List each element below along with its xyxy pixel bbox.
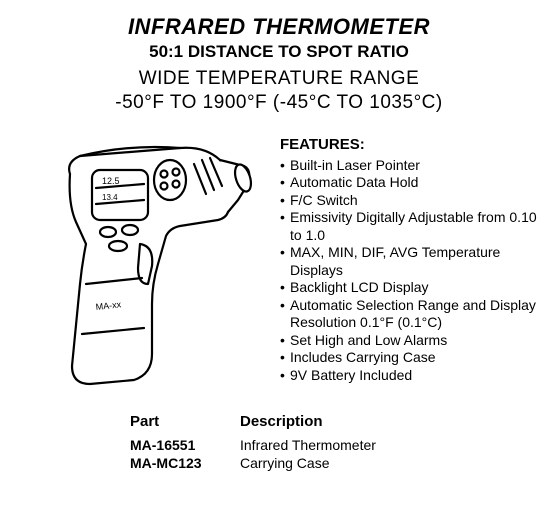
feature-item: • Automatic Data Hold <box>280 174 538 192</box>
feature-text: Built-in Laser Pointer <box>290 157 420 175</box>
col-header-part: Part <box>130 413 240 430</box>
parts-row: MA-MC123Carrying Case <box>130 454 538 472</box>
part-number: MA-MC123 <box>130 454 240 472</box>
feature-item: • Automatic Selection Range and Display … <box>280 297 538 332</box>
feature-item: • Emissivity Digitally Adjustable from 0… <box>280 209 538 244</box>
part-description: Infrared Thermometer <box>240 436 460 454</box>
features-section: FEATURES: • Built-in Laser Pointer• Auto… <box>270 128 538 399</box>
bullet-icon: • <box>280 157 290 175</box>
feature-text: 9V Battery Included <box>290 367 412 385</box>
temp-range-values: -50°F TO 1900°F (-45°C TO 1035°C) <box>20 92 538 114</box>
product-illustration: 12.5 13.4 MA-xx <box>20 128 270 399</box>
bullet-icon: • <box>280 209 290 244</box>
feature-text: F/C Switch <box>290 192 358 210</box>
bullet-icon: • <box>280 244 290 279</box>
distance-spot-ratio: 50:1 DISTANCE TO SPOT RATIO <box>20 42 538 62</box>
feature-text: Includes Carrying Case <box>290 349 436 367</box>
svg-text:12.5: 12.5 <box>102 176 120 186</box>
feature-text: Emissivity Digitally Adjustable from 0.1… <box>290 209 538 244</box>
svg-text:13.4: 13.4 <box>102 193 118 202</box>
content-row: 12.5 13.4 MA-xx <box>20 128 538 399</box>
feature-item: • Built-in Laser Pointer <box>280 157 538 175</box>
feature-item: • Backlight LCD Display <box>280 279 538 297</box>
parts-table: Part Description MA-16551Infrared Thermo… <box>130 413 538 472</box>
thermometer-lineart-icon: 12.5 13.4 MA-xx <box>30 134 260 394</box>
feature-item: • 9V Battery Included <box>280 367 538 385</box>
bullet-icon: • <box>280 349 290 367</box>
features-heading: FEATURES: <box>280 136 538 155</box>
bullet-icon: • <box>280 174 290 192</box>
feature-item: • Includes Carrying Case <box>280 349 538 367</box>
feature-text: Automatic Selection Range and Display Re… <box>290 297 538 332</box>
feature-text: MAX, MIN, DIF, AVG Temperature Displays <box>290 244 538 279</box>
bullet-icon: • <box>280 332 290 350</box>
feature-text: Backlight LCD Display <box>290 279 429 297</box>
parts-table-body: MA-16551Infrared ThermometerMA-MC123Carr… <box>130 436 538 472</box>
part-description: Carrying Case <box>240 454 460 472</box>
bullet-icon: • <box>280 192 290 210</box>
feature-text: Automatic Data Hold <box>290 174 418 192</box>
features-list: • Built-in Laser Pointer• Automatic Data… <box>280 157 538 385</box>
feature-item: • F/C Switch <box>280 192 538 210</box>
bullet-icon: • <box>280 279 290 297</box>
feature-item: • MAX, MIN, DIF, AVG Temperature Display… <box>280 244 538 279</box>
bullet-icon: • <box>280 297 290 332</box>
product-title: INFRARED THERMOMETER <box>20 14 538 40</box>
feature-text: Set High and Low Alarms <box>290 332 447 350</box>
feature-item: • Set High and Low Alarms <box>280 332 538 350</box>
parts-table-header: Part Description <box>130 413 538 430</box>
part-number: MA-16551 <box>130 436 240 454</box>
bullet-icon: • <box>280 367 290 385</box>
temp-range-label: WIDE TEMPERATURE RANGE <box>20 68 538 90</box>
col-header-description: Description <box>240 413 460 430</box>
parts-row: MA-16551Infrared Thermometer <box>130 436 538 454</box>
